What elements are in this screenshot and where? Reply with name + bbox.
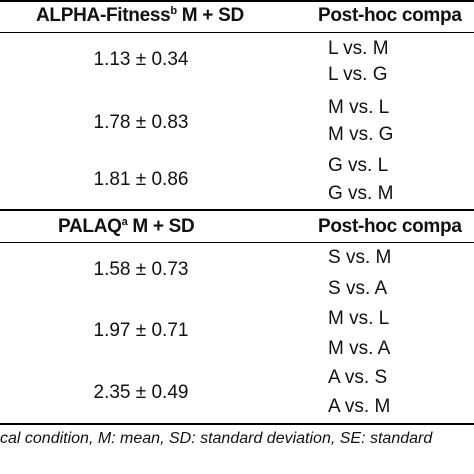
header-superscript: b	[170, 5, 177, 17]
top-rule	[0, 0, 474, 2]
table2-row3-comparison-b: A vs. M	[328, 396, 391, 417]
table-divider-rule	[0, 209, 474, 211]
table1-header-posthoc: Post-hoc compa	[318, 5, 462, 26]
table1-header-mean: ALPHA-Fitnessb M + SD	[36, 5, 244, 27]
table2-row2-comparison-a: M vs. L	[328, 308, 390, 329]
table2-row1-comparison-a: S vs. M	[328, 247, 392, 268]
table2-row3-comparison-a: A vs. S	[328, 367, 388, 388]
table2-header-mean: PALAQa M + SD	[58, 216, 195, 238]
header-label: PALAQ	[58, 216, 122, 237]
table-footnote: cal condition, M: mean, SD: standard dev…	[0, 430, 433, 447]
table2-header-rule	[0, 242, 474, 243]
table1-row1-comparison-a: L vs. M	[328, 38, 389, 59]
table1-row2-comparison-b: M vs. G	[328, 124, 394, 145]
table1-row3-mean-sd: 1.81 ± 0.86	[93, 169, 189, 190]
table2-row1-mean-sd: 1.58 ± 0.73	[93, 259, 189, 280]
table1-row2-comparison-a: M vs. L	[328, 97, 390, 118]
header-label-rest: M + SD	[176, 5, 244, 26]
table1-row3-comparison-a: G vs. L	[328, 155, 389, 176]
table1-header-rule	[0, 32, 474, 33]
table2-row2-mean-sd: 1.97 ± 0.71	[93, 320, 189, 341]
table2-header-posthoc: Post-hoc compa	[318, 216, 462, 237]
table1-row2-mean-sd: 1.78 ± 0.83	[93, 112, 189, 133]
header-label: ALPHA-Fitness	[36, 5, 171, 26]
header-superscript: a	[121, 216, 128, 228]
table1-row3-comparison-b: G vs. M	[328, 183, 394, 204]
table2-row1-comparison-b: S vs. A	[328, 278, 388, 299]
table2-row3-mean-sd: 2.35 ± 0.49	[93, 382, 189, 403]
header-label-rest: M + SD	[127, 216, 195, 237]
table1-row1-mean-sd: 1.13 ± 0.34	[93, 49, 189, 70]
bottom-rule	[0, 423, 474, 425]
table1-row1-comparison-b: L vs. G	[328, 64, 388, 85]
table2-row2-comparison-b: M vs. A	[328, 338, 391, 359]
